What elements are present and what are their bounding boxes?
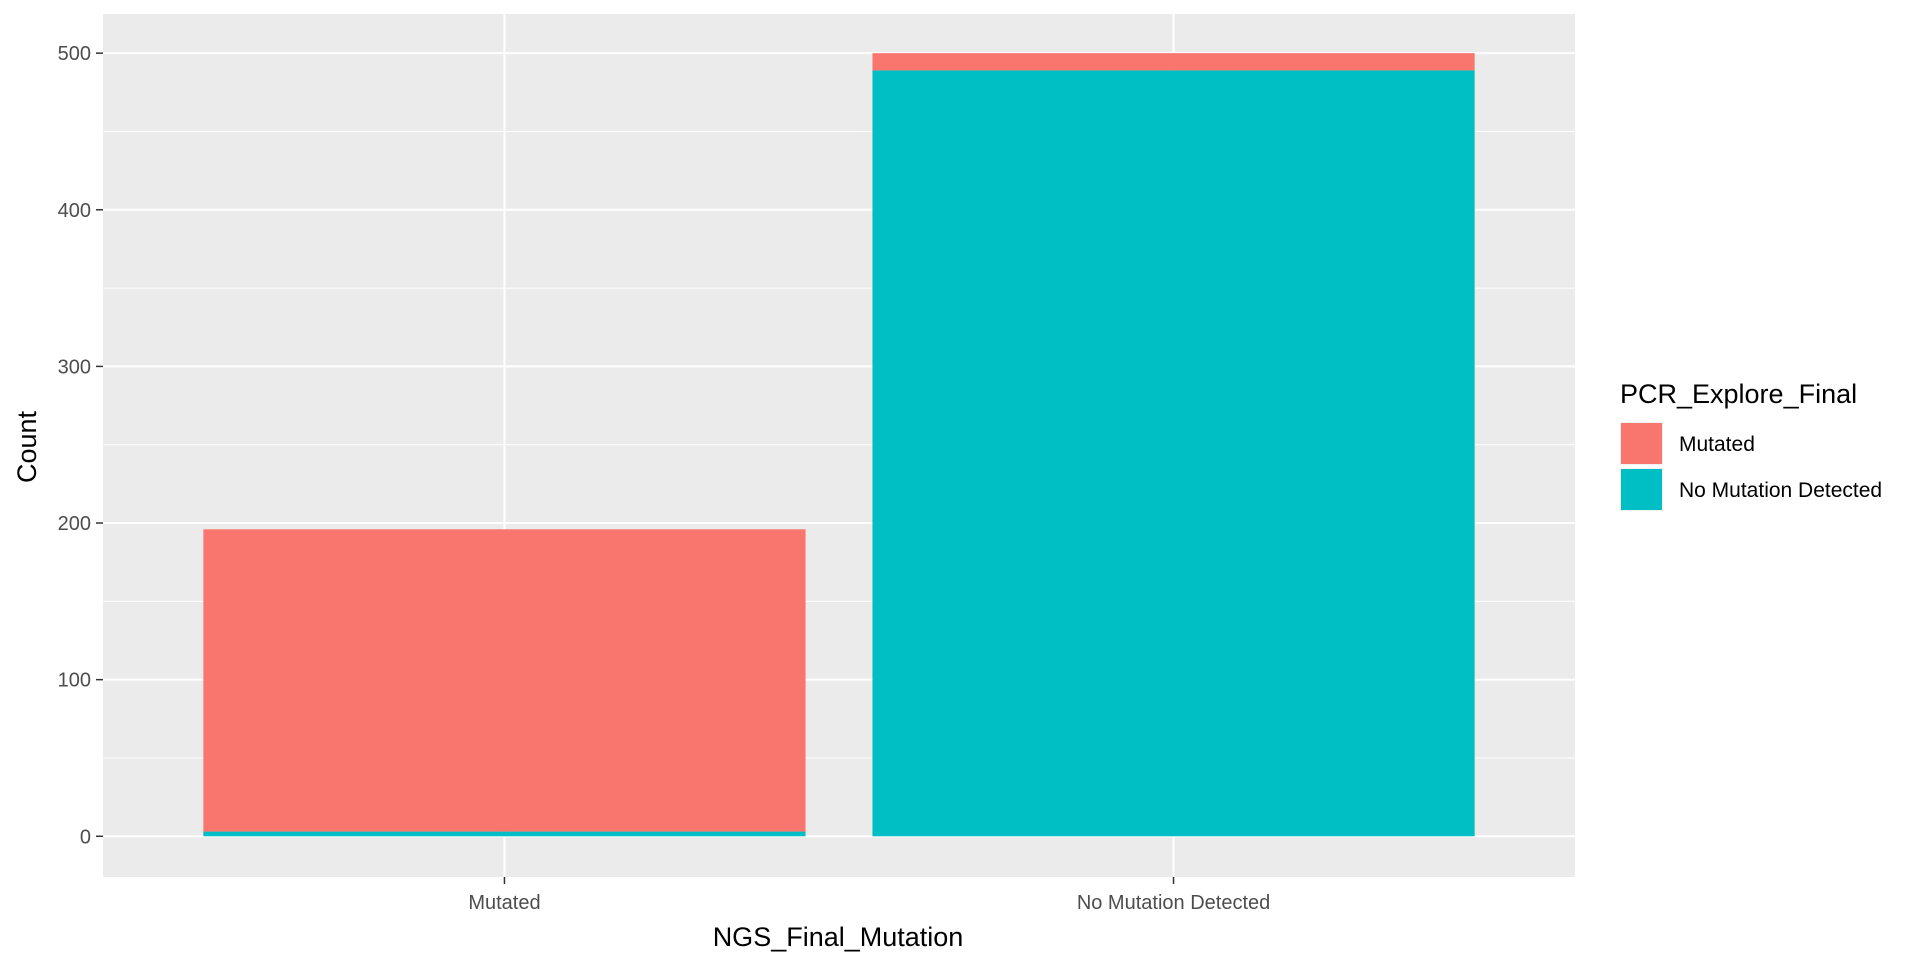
- legend-label: Mutated: [1679, 433, 1755, 456]
- y-axis-title: Count: [12, 410, 42, 483]
- y-tick-label: 300: [58, 356, 91, 378]
- y-axis: 0 100 200 300 400 500: [58, 43, 103, 848]
- bar-segment: [872, 70, 1475, 837]
- y-tick-label: 0: [80, 826, 91, 848]
- x-axis-title: NGS_Final_Mutation: [713, 922, 964, 952]
- bar-segment: [872, 53, 1475, 71]
- legend-title: PCR_Explore_Final: [1620, 379, 1857, 409]
- y-tick-label: 400: [58, 200, 91, 222]
- bars: [203, 53, 1475, 837]
- legend-swatch: [1621, 469, 1662, 510]
- x-tick-label: No Mutation Detected: [1077, 892, 1270, 914]
- y-tick-label: 200: [58, 513, 91, 535]
- bar-segment: [203, 831, 806, 837]
- y-tick-label: 500: [58, 43, 91, 65]
- bar-segment: [203, 529, 806, 832]
- legend-swatch: [1621, 423, 1662, 464]
- x-tick-label: Mutated: [468, 892, 540, 914]
- x-axis: Mutated No Mutation Detected: [468, 877, 1270, 914]
- legend: PCR_Explore_Final Mutated No Mutation Det…: [1620, 379, 1882, 511]
- y-tick-label: 100: [58, 670, 91, 692]
- legend-label: No Mutation Detected: [1679, 479, 1882, 502]
